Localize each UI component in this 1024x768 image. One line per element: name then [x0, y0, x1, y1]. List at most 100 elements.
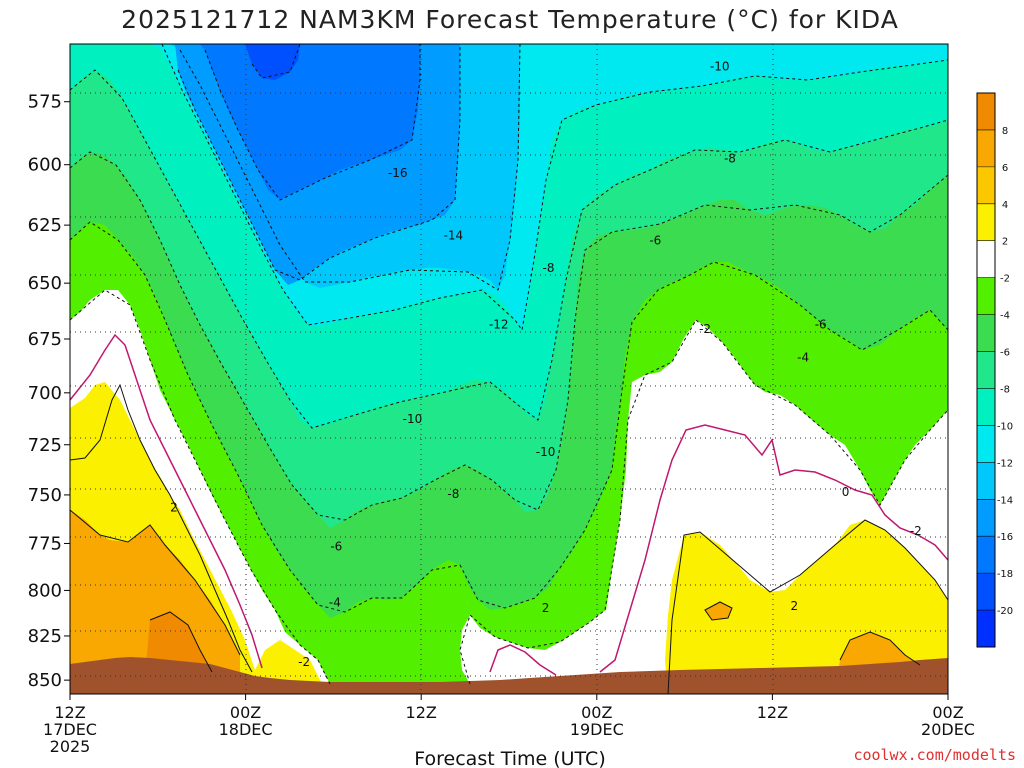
- y-tick-label: 575: [28, 92, 62, 113]
- colorbar-label: 6: [1002, 163, 1008, 174]
- y-tick-label: 725: [28, 435, 62, 456]
- contour-label: -6: [330, 539, 342, 553]
- colorbar-segment: [977, 277, 995, 315]
- isotherm-pos4-right: [839, 631, 921, 666]
- isotherm-zero-left: [70, 333, 263, 669]
- chart-title: 2025121712 NAM3KM Forecast Temperature (…: [121, 5, 899, 34]
- x-tick-label: 20DEC: [921, 720, 975, 739]
- contour-label: 2: [170, 501, 178, 515]
- colorbar-segment: [977, 462, 995, 500]
- colorbar-label: -18: [997, 569, 1013, 580]
- x-tick-label: 00Z: [581, 703, 612, 722]
- contour-label: -2: [298, 655, 310, 669]
- ground-terrain: [70, 657, 948, 694]
- colorbar-segment: [977, 610, 995, 647]
- colorbar-label: -4: [1000, 311, 1010, 322]
- contour-label: -14: [444, 229, 464, 243]
- colorbar-label: -14: [997, 495, 1013, 506]
- contour-label: -6: [649, 233, 661, 247]
- contour-label: -12: [489, 318, 509, 332]
- contour-label: -10: [710, 59, 730, 73]
- contour-label: -6: [815, 318, 827, 332]
- contour-label: -4: [797, 350, 809, 364]
- x-tick-label: 12Z: [406, 703, 437, 722]
- band-blue-darkest: [245, 44, 300, 80]
- colorbar-label: 2: [1002, 237, 1008, 248]
- colorbar-segment: [977, 93, 995, 130]
- y-tick-label: 700: [28, 383, 62, 404]
- colorbar-segment: [977, 129, 995, 167]
- colorbar-label: -20: [997, 606, 1013, 617]
- y-tick-label: 750: [28, 485, 62, 506]
- colorbar-segment: [977, 425, 995, 463]
- colorbar-segment: [977, 203, 995, 241]
- x-tick-label: 19DEC: [570, 720, 624, 739]
- contour-label: -2: [910, 524, 922, 538]
- contour-label: -8: [724, 151, 736, 165]
- isotherm-neg2: [70, 289, 948, 685]
- isotherm-pos4-blob: [704, 601, 733, 621]
- contour-label: 2: [542, 601, 550, 615]
- zero-isotherm: [70, 333, 948, 676]
- contour-label: -8: [447, 487, 459, 501]
- isotherm-pos2-left: [70, 383, 253, 673]
- isotherm-neg16: [204, 44, 421, 201]
- x-axis-label: Forecast Time (UTC): [414, 748, 605, 768]
- positive-isotherms: [70, 383, 948, 694]
- x-tick-label: 12Z: [757, 703, 788, 722]
- colorbar-label: 4: [1002, 200, 1008, 211]
- y-tick-label: 775: [28, 533, 62, 554]
- colorbar-segment: [977, 573, 995, 611]
- contour-label: -8: [543, 261, 555, 275]
- y-tick-label: 650: [28, 273, 62, 294]
- contour-label: -16: [388, 166, 408, 180]
- y-tick-label: 600: [28, 155, 62, 176]
- x-tick-label: 18DEC: [219, 720, 273, 739]
- y-tick-label: 825: [28, 626, 62, 647]
- colorbar-segment: [977, 351, 995, 389]
- colorbar-label: -8: [1000, 384, 1010, 395]
- contour-label: -10: [536, 445, 556, 459]
- plot-area: -10 -8 -16 -14 -6 -8 -12 -2 -6 -4 -10 -10 -8 0 2 -2 -6 -4…: [70, 44, 948, 694]
- isotherm-neg4: [70, 221, 948, 613]
- y-axis: 575 600 625 650 675 700 725 750 775 800 825 850: [28, 92, 70, 691]
- isotherm-pos2-right: [667, 519, 948, 694]
- colorbar-segment: [977, 388, 995, 426]
- colorbar-label: -16: [997, 532, 1013, 543]
- isotherm-neg8: [70, 69, 948, 429]
- plot-frame: [69, 43, 949, 695]
- isotherm-pos6-left: [149, 611, 213, 673]
- colorbar-segment: [977, 314, 995, 352]
- x-tick-label: 17DEC: [43, 720, 97, 739]
- contour-labels: -10 -8 -16 -14 -6 -8 -12 -2 -6 -4 -10 -10 -8 0 2 -2 -6 -4…: [170, 59, 922, 669]
- x-tick-label: 00Z: [230, 703, 261, 722]
- colorbar-label: -12: [997, 458, 1013, 469]
- contour-label: -4: [329, 595, 341, 609]
- colorbar-segment: [977, 536, 995, 574]
- y-tick-label: 850: [28, 670, 62, 691]
- colorbar-label: -10: [997, 421, 1013, 432]
- isotherm-neg6: [70, 151, 948, 521]
- contour-label: -2: [699, 322, 711, 336]
- isotherm-zero-middle: [489, 644, 557, 676]
- colorbar-segment: [977, 240, 995, 278]
- colorbar-frame: [976, 92, 996, 648]
- contour-label: 2: [791, 599, 799, 613]
- isotherm-zero-right: [599, 424, 948, 673]
- x-tick-label: 2025: [50, 737, 91, 756]
- contour-label: 0: [842, 485, 850, 499]
- x-tick-label: 12Z: [54, 703, 85, 722]
- x-tick-label: 00Z: [932, 703, 963, 722]
- y-tick-label: 625: [28, 215, 62, 236]
- isotherm-neg12: [179, 44, 521, 291]
- colorbar-segment: [977, 166, 995, 204]
- credit-link[interactable]: coolwx.com/modelts: [853, 746, 1016, 764]
- isotherm-pos4-left: [70, 509, 241, 656]
- gridlines: [70, 44, 948, 694]
- band-green-tail: [596, 560, 612, 616]
- colorbar-label: 8: [1002, 126, 1008, 137]
- isotherm-neg18: [251, 44, 301, 79]
- contour-label: -10: [403, 412, 423, 426]
